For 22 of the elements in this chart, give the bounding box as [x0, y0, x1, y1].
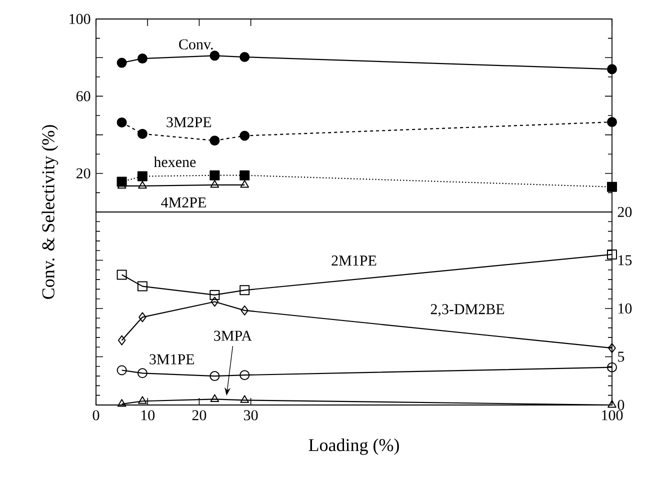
y-tick-label: 0	[618, 400, 624, 410]
series-label: hexene	[154, 156, 196, 168]
y-tick-label: 20	[618, 206, 632, 218]
text: 3MPA	[214, 330, 252, 341]
series-label: 3M2PE	[166, 117, 212, 128]
legend-label: Conv.	[179, 39, 213, 50]
x-tick-label: 0	[92, 410, 100, 420]
y-tick-label: 15	[618, 255, 632, 266]
y-tick-label: 5	[618, 352, 624, 362]
series-label: 2,3-DM2BE	[430, 304, 504, 316]
series-label: 3M1PE	[150, 354, 194, 364]
series-label: 2M1PE	[332, 256, 376, 266]
y-tick-label: 60	[76, 91, 90, 102]
series-label: 4M2PE	[161, 197, 206, 208]
y-tick-label: 100	[70, 14, 90, 24]
y-tick-label: 10	[618, 303, 632, 314]
x-axis-title: Loading (%)	[308, 438, 399, 455]
y-tick-label: 20	[76, 168, 90, 178]
x-tick-label: 30	[244, 410, 258, 420]
x-tick-label: 10	[141, 410, 155, 420]
y-axis-title: Conv. & Selectivity (%)	[42, 125, 58, 299]
x-tick-label: 20	[192, 410, 206, 420]
